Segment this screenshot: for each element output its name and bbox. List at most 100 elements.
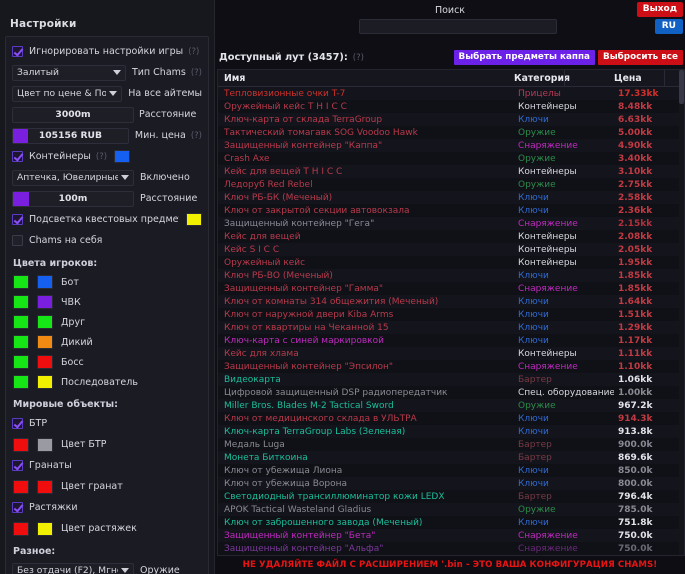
color-swatch-primary-5[interactable] bbox=[13, 521, 29, 536]
color-swatch-setting-8[interactable] bbox=[186, 213, 202, 226]
table-row[interactable]: Медаль Luga Бартер 900.0k bbox=[218, 438, 684, 451]
checkbox-world-2[interactable] bbox=[12, 460, 23, 471]
player-color-swatch-a-1[interactable] bbox=[13, 295, 29, 309]
dropdown-value-setting-6: Аптечка, Ювелирные и... bbox=[17, 172, 118, 183]
loot-item-name: Miller Bros. Blades M-2 Tactical Sword bbox=[224, 400, 394, 411]
label-world-2: Гранаты bbox=[29, 460, 72, 471]
table-row[interactable]: Ключ РБ-БК (Меченый) Ключи 2.58kk bbox=[218, 191, 684, 204]
table-row[interactable]: Ключ-карта от склада TerraGroup Ключи 6.63… bbox=[218, 113, 684, 126]
table-row[interactable]: Ключ от убежища Лиона Ключи 850.0k bbox=[218, 464, 684, 477]
exit-button[interactable]: Выход bbox=[636, 2, 683, 17]
world-row-1: Цвет БТР bbox=[10, 435, 204, 454]
column-header-price[interactable]: Цена bbox=[614, 72, 642, 84]
dropdown-misc-0[interactable]: Без отдачи (F2), Мгновенное п bbox=[12, 562, 134, 574]
loot-item-category: Бартер bbox=[518, 452, 552, 463]
player-color-swatch-b-2[interactable] bbox=[37, 315, 53, 329]
player-color-swatch-b-5[interactable] bbox=[37, 375, 53, 389]
table-row[interactable]: Ключ от комнаты 314 общежития (Меченый) К… bbox=[218, 295, 684, 308]
color-swatch-secondary-3[interactable] bbox=[37, 479, 53, 494]
loot-item-category: Контейнеры bbox=[518, 257, 577, 268]
search-input[interactable] bbox=[359, 19, 557, 34]
player-color-swatch-a-0[interactable] bbox=[13, 275, 29, 289]
slider-setting-4[interactable]: 105156 RUB bbox=[12, 127, 129, 144]
player-color-swatch-a-3[interactable] bbox=[13, 335, 29, 349]
color-swatch-secondary-1[interactable] bbox=[37, 437, 53, 452]
loot-scrollbar-thumb[interactable] bbox=[679, 70, 684, 104]
checkbox-setting-8[interactable] bbox=[12, 214, 23, 225]
loot-item-name: Светодиодный трансиллюминатор кожи LEDX bbox=[224, 491, 445, 502]
table-row[interactable]: Ключ от наружной двери Kiba Arms Ключи 1.5… bbox=[218, 308, 684, 321]
column-header-category[interactable]: Категория bbox=[514, 72, 570, 84]
table-row[interactable]: Тактический томагавк SOG Voodoo Hawk Оруж… bbox=[218, 126, 684, 139]
loot-scrollbar-track[interactable] bbox=[679, 70, 684, 555]
table-row[interactable]: Защищенный контейнер "Бета" Снаряжение 750… bbox=[218, 529, 684, 542]
table-row[interactable]: APOK Tactical Wasteland Gladius Оружие 785… bbox=[218, 503, 684, 516]
player-color-swatch-a-5[interactable] bbox=[13, 375, 29, 389]
table-row[interactable]: Защищенный контейнер "Гамма" Снаряжение 1.… bbox=[218, 282, 684, 295]
table-row[interactable]: Кейс для вещей Контейнеры 2.08kk bbox=[218, 230, 684, 243]
table-row[interactable]: Монета Биткоина Бартер 869.6k bbox=[218, 451, 684, 464]
table-row[interactable]: Crash Axe Оружие 3.40kk bbox=[218, 152, 684, 165]
player-color-label-5: Последователь bbox=[61, 376, 138, 388]
slider-setting-7[interactable]: 100m bbox=[12, 190, 134, 207]
player-color-swatch-b-0[interactable] bbox=[37, 275, 53, 289]
select-kappa-items-button[interactable]: Выбрать предметы каппа bbox=[453, 50, 595, 65]
table-row[interactable]: Ледоруб Red Rebel Оружие 2.75kk bbox=[218, 178, 684, 191]
dropdown-setting-2[interactable]: Цвет по цене & Пользователи bbox=[12, 85, 123, 102]
dropdown-setting-1[interactable]: Залитый bbox=[12, 64, 126, 81]
table-row[interactable]: Оружейный кейс T H I C C Контейнеры 8.48kk bbox=[218, 100, 684, 113]
table-row[interactable]: Ключ РБ-ВО (Меченый) Ключи 1.85kk bbox=[218, 269, 684, 282]
color-swatch-primary-3[interactable] bbox=[13, 479, 29, 494]
table-row[interactable]: Защищенный контейнер "Каппа" Снаряжение 4.… bbox=[218, 139, 684, 152]
loot-item-price: 4.90kk bbox=[618, 140, 653, 151]
checkbox-setting-5[interactable] bbox=[12, 151, 23, 162]
table-row[interactable]: Ключ-карта с синей маркировкой Ключи 1.17k… bbox=[218, 334, 684, 347]
player-color-swatch-a-2[interactable] bbox=[13, 315, 29, 329]
loot-item-category: Оружие bbox=[518, 153, 556, 164]
player-color-swatch-b-4[interactable] bbox=[37, 355, 53, 369]
setting-row-3: 3000m Расстояние bbox=[10, 105, 204, 124]
loot-item-category: Снаряжение bbox=[518, 543, 578, 554]
column-header-name[interactable]: Имя bbox=[224, 72, 246, 84]
misc-heading: Разное: bbox=[13, 546, 56, 557]
checkbox-setting-9[interactable] bbox=[12, 235, 23, 246]
table-row[interactable]: Кейс для вещей T H I C C Контейнеры 3.10kk bbox=[218, 165, 684, 178]
drop-all-button[interactable]: Выбросить все bbox=[598, 50, 683, 65]
dropdown-setting-6[interactable]: Аптечка, Ювелирные и... bbox=[12, 169, 134, 186]
player-color-swatch-b-1[interactable] bbox=[37, 295, 53, 309]
table-row[interactable]: Светодиодный трансиллюминатор кожи LEDX Б… bbox=[218, 490, 684, 503]
player-color-swatch-b-3[interactable] bbox=[37, 335, 53, 349]
language-button[interactable]: RU bbox=[654, 19, 683, 34]
table-row[interactable]: Оружейный кейс Контейнеры 1.95kk bbox=[218, 256, 684, 269]
loot-panel: Поиск Выход RU Доступный лут (3457): (?)… bbox=[215, 0, 685, 574]
loot-item-category: Ключи bbox=[518, 322, 549, 333]
table-row[interactable]: Ключ от медицинского склада в УЛЬТРА Ключ… bbox=[218, 412, 684, 425]
table-row[interactable]: Кейс S I C C Контейнеры 2.05kk bbox=[218, 243, 684, 256]
setting-row-8: Подсветка квестовых предметов bbox=[10, 210, 204, 229]
table-row[interactable]: Тепловизионные очки T-7 Прицелы 17.33kk bbox=[218, 87, 684, 100]
table-row[interactable]: Ключ-карта TerraGroup Labs (Зеленая) Ключ… bbox=[218, 425, 684, 438]
table-row[interactable]: Защищенный контейнер "Альфа" Снаряжение 75… bbox=[218, 542, 684, 555]
color-swatch-secondary-5[interactable] bbox=[37, 521, 53, 536]
player-color-swatch-a-4[interactable] bbox=[13, 355, 29, 369]
label-world-0: БТР bbox=[29, 418, 48, 429]
table-row[interactable]: Ключ от убежища Ворона Ключи 800.0k bbox=[218, 477, 684, 490]
setting-row-0: Игнорировать настройки игры (?) bbox=[10, 42, 204, 61]
table-row[interactable]: Защищенный контейнер "Эпсилон" Снаряжение… bbox=[218, 360, 684, 373]
table-row[interactable]: Кейс для хлама Контейнеры 1.11kk bbox=[218, 347, 684, 360]
checkbox-world-0[interactable] bbox=[12, 418, 23, 429]
table-row[interactable]: Ключ от квартиры на Чеканной 15 Ключи 1.29… bbox=[218, 321, 684, 334]
table-row[interactable]: Miller Bros. Blades M-2 Tactical Sword Ор… bbox=[218, 399, 684, 412]
color-swatch-primary-1[interactable] bbox=[13, 437, 29, 452]
slider-setting-3[interactable]: 3000m bbox=[12, 106, 134, 123]
table-row[interactable]: Цифровой защищенный DSP радиопередатчик С… bbox=[218, 386, 684, 399]
color-swatch-setting-5[interactable] bbox=[114, 150, 131, 163]
checkbox-setting-0[interactable] bbox=[12, 46, 23, 57]
loot-item-name: Ключ от убежища Ворона bbox=[224, 478, 348, 489]
table-row[interactable]: Защищенный контейнер "Гега" Снаряжение 2.1… bbox=[218, 217, 684, 230]
table-row[interactable]: Видеокарта Бартер 1.06kk bbox=[218, 373, 684, 386]
table-row[interactable]: Ключ от заброшенного завода (Меченый) Клю… bbox=[218, 516, 684, 529]
table-row[interactable]: Ключ от закрытой секции автовокзала Ключи… bbox=[218, 204, 684, 217]
checkbox-world-4[interactable] bbox=[12, 502, 23, 513]
loot-item-category: Бартер bbox=[518, 439, 552, 450]
